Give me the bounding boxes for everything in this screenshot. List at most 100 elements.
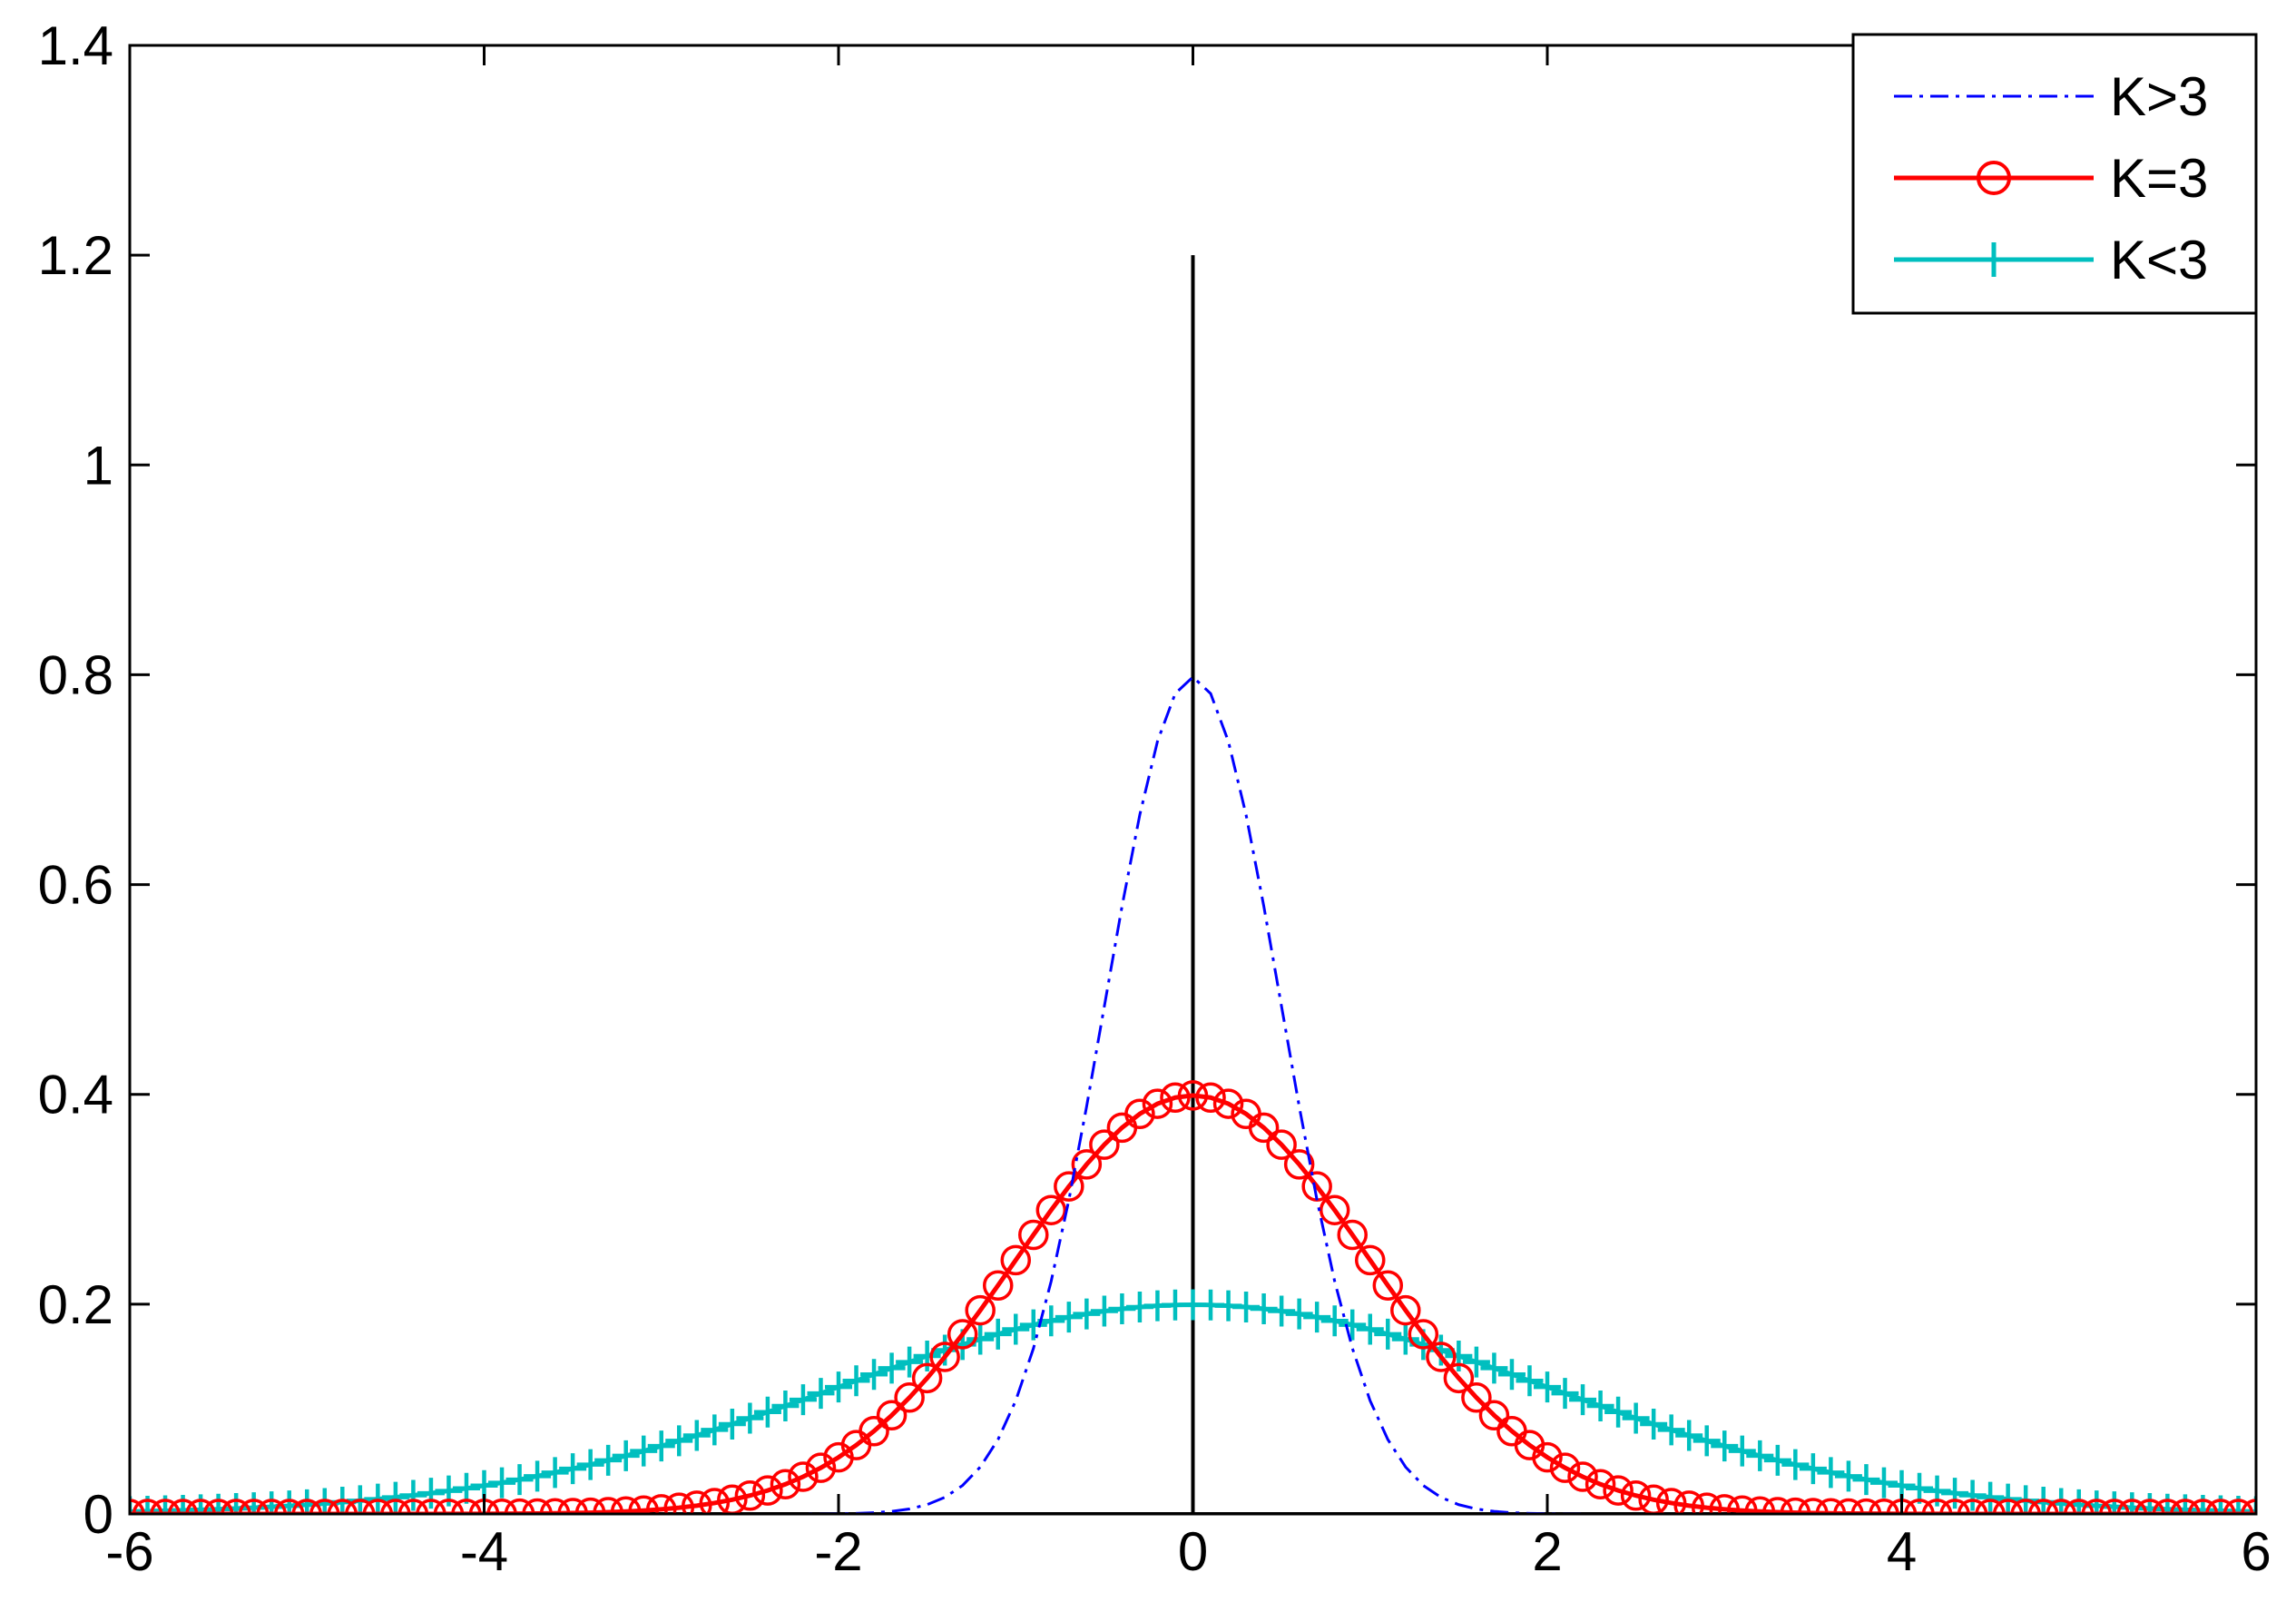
series-klt3-marker: [1462, 1346, 1490, 1378]
series-keq3-marker: [1018, 1219, 1049, 1251]
series-klt3-marker: [1746, 1440, 1774, 1471]
series-keq3-marker: [2222, 1499, 2254, 1514]
series-klt3-marker: [452, 1472, 480, 1504]
x-tick-label: 6: [2241, 1521, 2271, 1582]
series-klt3-marker: [718, 1408, 746, 1440]
series-keq3-marker: [1709, 1494, 1740, 1514]
series-keq3-marker: [752, 1475, 783, 1506]
series-keq3-marker: [1461, 1382, 1492, 1413]
series-keq3-marker: [1160, 1082, 1191, 1113]
series-keq3-marker: [911, 1362, 943, 1394]
series-keq3-marker: [1212, 1088, 1244, 1119]
legend-marker: [1978, 242, 2009, 277]
y-tick-label: 0.6: [38, 855, 113, 916]
series-klt3-marker: [1497, 1359, 1526, 1391]
series-klt3-marker: [771, 1391, 800, 1421]
series-keq3-marker: [1567, 1461, 1598, 1492]
series-keq3-marker: [1195, 1082, 1226, 1113]
series-klt3-marker: [399, 1479, 427, 1511]
series-klt3-marker: [559, 1453, 587, 1485]
series-klt3-marker: [1285, 1298, 1313, 1330]
series-keq3-marker: [1000, 1244, 1031, 1276]
series-klt3-marker: [1869, 1467, 1898, 1499]
series-keq3-marker: [1691, 1492, 1722, 1514]
legend: K>3 K=3 K<3: [1851, 33, 2258, 315]
series-klt3-marker: [966, 1323, 995, 1355]
series-keq3-marker: [805, 1452, 837, 1483]
series-klt3-marker: [665, 1425, 693, 1457]
legend-marker: [1977, 161, 2011, 195]
series-klt3-marker: [984, 1318, 1012, 1350]
series-keq3-marker: [1408, 1319, 1439, 1350]
series-klt3-marker: [1693, 1425, 1721, 1457]
series-keq3-marker: [876, 1400, 908, 1431]
series-klt3-marker: [1675, 1420, 1703, 1451]
series-keq3-marker: [1426, 1342, 1457, 1372]
series-klt3-marker: [1055, 1302, 1083, 1333]
series-keq3-marker: [593, 1497, 623, 1514]
y-tick-label: 1.4: [38, 15, 113, 76]
series-keq3-marker: [788, 1461, 819, 1492]
legend-item-klt3: K<3: [1894, 230, 2208, 290]
series-klt3-marker: [825, 1371, 852, 1403]
series-klt3-marker: [630, 1435, 658, 1467]
series-keq3-marker: [1585, 1469, 1616, 1500]
series-klt3-marker: [1339, 1309, 1367, 1341]
series-klt3-marker: [1569, 1384, 1597, 1416]
series-klt3-marker: [1019, 1309, 1047, 1341]
series-klt3-marker: [1817, 1457, 1845, 1489]
series-keq3-marker: [1035, 1194, 1067, 1225]
series-klt3-marker: [1516, 1365, 1544, 1397]
series-klt3-marker: [524, 1460, 552, 1492]
series-keq3-marker: [628, 1495, 659, 1514]
series-keq3-marker: [2205, 1499, 2236, 1514]
series-keq3-marker: [947, 1319, 978, 1350]
series-keq3-marker: [1372, 1270, 1404, 1301]
series-keq3-marker: [1727, 1495, 1758, 1514]
x-tick-label: 0: [1178, 1521, 1208, 1582]
series-klt3-marker: [1852, 1464, 1880, 1496]
series-keq3-marker: [610, 1496, 642, 1514]
series-keq3-marker: [663, 1492, 695, 1514]
series-keq3-marker: [1177, 1080, 1209, 1111]
series-klt3-marker: [1834, 1460, 1862, 1492]
series-keq3-marker: [1319, 1194, 1350, 1225]
series-klt3-marker: [1906, 1472, 1934, 1504]
series-klt3-marker: [701, 1414, 729, 1446]
series-keq3-marker: [1620, 1479, 1652, 1511]
legend-label: K=3: [2110, 148, 2208, 209]
series-klt3-marker: [807, 1378, 835, 1410]
series-klt3-marker: [896, 1346, 924, 1378]
legend-item-keq3: K=3: [1894, 148, 2208, 209]
series-keq3-marker: [2187, 1499, 2219, 1514]
y-tick-label: 0: [83, 1484, 113, 1545]
series-klt3-marker: [1781, 1449, 1810, 1480]
series-klt3-marker: [860, 1359, 888, 1391]
series-klt3-marker: [1657, 1414, 1685, 1446]
series-keq3-marker: [1603, 1475, 1634, 1506]
series-keq3-marker: [1744, 1496, 1776, 1514]
y-tick-label: 0.4: [38, 1065, 113, 1125]
series-klt3-marker: [1073, 1298, 1101, 1330]
series-klt3-marker: [789, 1384, 817, 1416]
series-keq3-marker: [646, 1494, 677, 1514]
series-klt3-marker: [1374, 1318, 1402, 1350]
legend-label: K<3: [2110, 230, 2208, 290]
series-keq3-marker: [1248, 1112, 1280, 1144]
y-tick-label: 0.8: [38, 644, 113, 705]
series-klt3-marker: [1586, 1391, 1614, 1421]
series-keq3-marker: [1549, 1452, 1581, 1483]
series-keq3-marker: [1337, 1219, 1368, 1251]
series-keq3-marker: [1390, 1294, 1421, 1326]
x-tick-label: 2: [1532, 1521, 1562, 1582]
series-keq3-marker: [929, 1342, 960, 1372]
series-klt3-marker: [878, 1352, 906, 1384]
series-keq3-marker: [150, 1499, 181, 1514]
series-klt3-marker: [931, 1334, 959, 1366]
series-keq3-marker: [1355, 1244, 1386, 1276]
series-keq3-marker: [682, 1490, 712, 1514]
series-klt3-marker: [1728, 1435, 1756, 1467]
series-keq3-marker: [734, 1479, 766, 1511]
series-klt3-marker: [1090, 1295, 1118, 1327]
